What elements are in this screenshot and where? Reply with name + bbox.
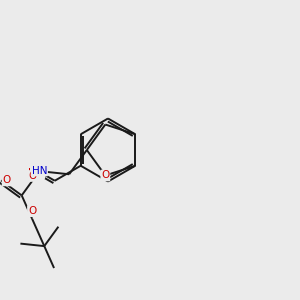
- Text: O: O: [28, 206, 36, 216]
- Text: O: O: [101, 170, 110, 181]
- Text: HN: HN: [32, 166, 47, 176]
- Text: O: O: [3, 176, 11, 185]
- Text: HO: HO: [28, 168, 44, 178]
- Text: O: O: [28, 171, 37, 181]
